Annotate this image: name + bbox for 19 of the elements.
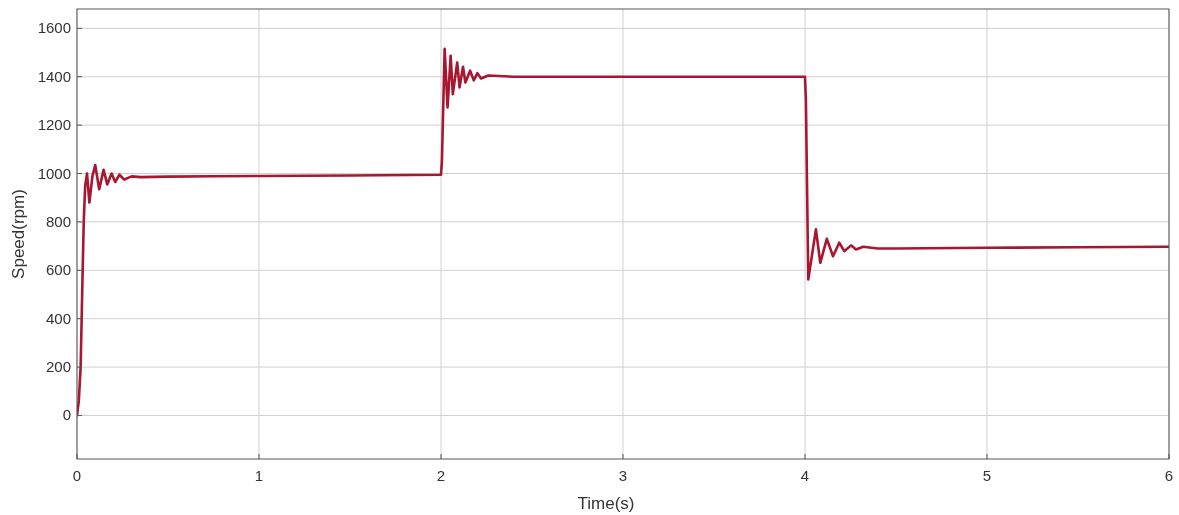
y-tick-label: 1000 xyxy=(37,164,71,182)
y-tick-label: 0 xyxy=(62,406,71,424)
x-tick-label: 5 xyxy=(982,467,992,484)
y-tick-label: 1400 xyxy=(37,67,71,85)
y-axis-title: Speed(rpm) xyxy=(9,189,28,279)
x-tick-label: 0 xyxy=(72,467,82,484)
x-tick-label: 3 xyxy=(618,467,628,484)
y-tick-label: 1600 xyxy=(37,19,71,37)
y-tick-label: 400 xyxy=(45,309,71,327)
x-tick-label: 4 xyxy=(800,467,810,484)
x-tick-label: 2 xyxy=(436,467,446,484)
y-tick-label: 1200 xyxy=(37,116,71,134)
x-tick-label: 6 xyxy=(1164,467,1174,484)
x-tick-label: 1 xyxy=(254,467,264,484)
y-tick-label: 200 xyxy=(45,358,71,376)
y-tick-label: 800 xyxy=(45,212,71,230)
line-series xyxy=(77,47,1169,417)
y-tick-label: 600 xyxy=(45,261,71,279)
x-axis-title: Time(s) xyxy=(577,494,635,513)
